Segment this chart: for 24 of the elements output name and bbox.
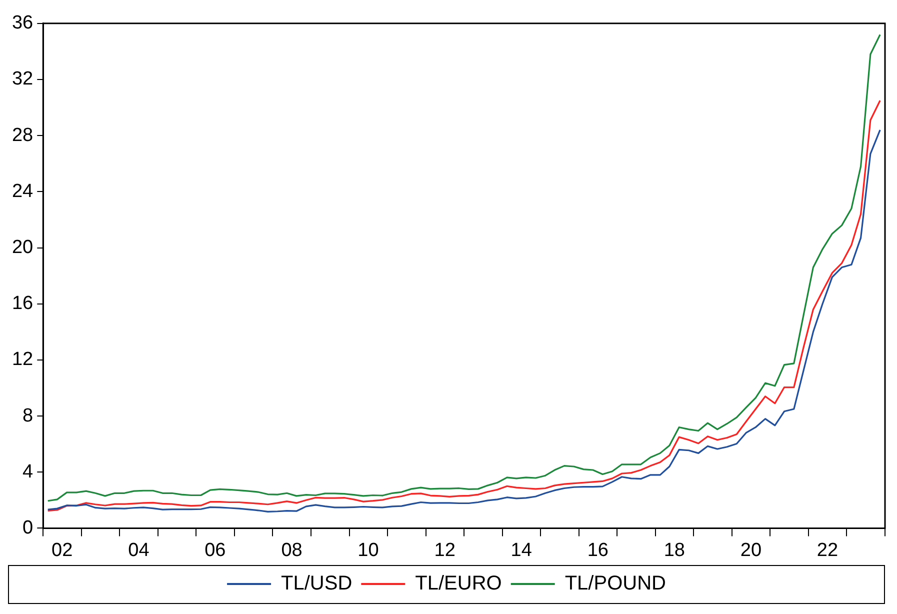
y-tick-label: 12 <box>12 349 34 370</box>
x-tick-label: 16 <box>587 540 608 561</box>
y-tick-label: 28 <box>12 124 34 146</box>
x-tick-label: 22 <box>816 540 838 561</box>
y-tick-label: 8 <box>22 405 34 426</box>
y-tick-label: 16 <box>12 293 34 314</box>
y-tick-label: 32 <box>12 68 34 90</box>
y-tick-label: 20 <box>12 236 34 258</box>
y-tick-label: 24 <box>12 180 34 202</box>
x-tick-label: 02 <box>52 540 73 561</box>
x-tick-label: 12 <box>434 540 456 561</box>
x-tick-label: 08 <box>281 540 302 561</box>
legend-label: TL/USD <box>281 572 352 595</box>
x-tick-label: 10 <box>358 540 379 561</box>
x-tick-label: 06 <box>204 540 226 561</box>
x-tick-label: 04 <box>128 540 150 561</box>
x-tick-label: 20 <box>740 540 762 561</box>
legend-label: TL/POUND <box>564 572 666 595</box>
y-tick-label: 0 <box>22 517 34 538</box>
y-tick-label: 36 <box>12 12 34 34</box>
x-tick-label: 14 <box>510 540 532 561</box>
x-tick-label: 18 <box>664 540 685 561</box>
y-tick-label: 4 <box>22 461 34 482</box>
legend-label: TL/EURO <box>415 572 502 595</box>
